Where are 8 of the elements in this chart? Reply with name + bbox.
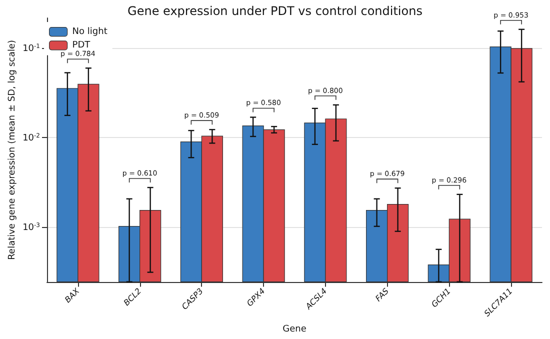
legend-label: No light [72,26,108,37]
y-tick-label: 10$^{-1}$ [22,42,40,54]
x-axis-title: Gene [282,324,307,334]
chart-title: Gene expression under PDT vs control conditions [128,4,422,18]
y-tick-label: 10$^{-3}$ [22,222,40,234]
legend-label: PDT [72,40,91,50]
y-axis-title: Relative gene expression (mean ± SD, log scale) [8,40,18,260]
y-tick-label: 10$^{-2}$ [22,132,40,144]
